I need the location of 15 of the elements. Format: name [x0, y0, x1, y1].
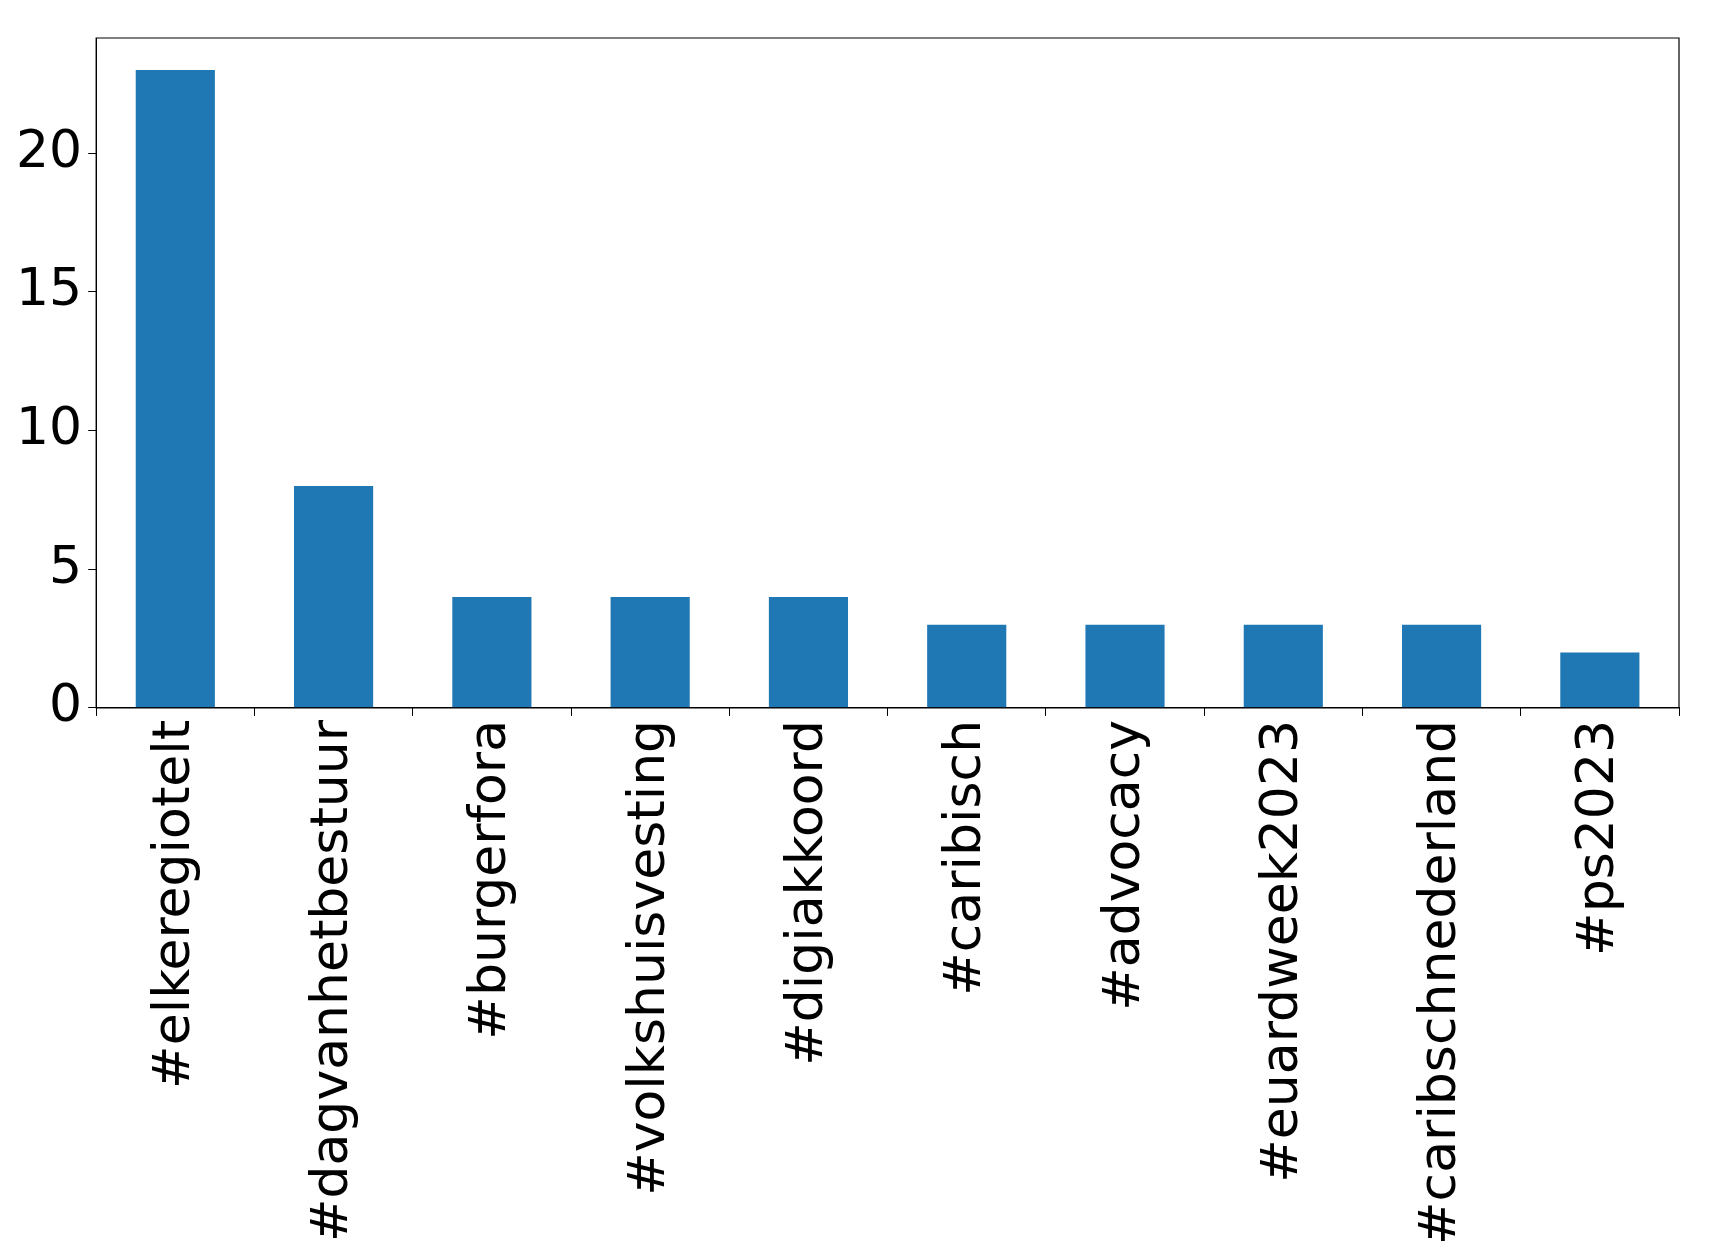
x-tick-label: #euardweek2023 — [1248, 719, 1309, 1183]
x-tick-label: #burgerfora — [457, 719, 518, 1040]
x-tick-label: #ps2023 — [1565, 719, 1626, 956]
y-tick-label: 20 — [16, 118, 83, 179]
x-tick-label: #elkeregiotelt — [140, 719, 201, 1089]
x-tick-label: #caribschnederland — [1407, 719, 1468, 1246]
y-tick-label: 0 — [49, 673, 83, 734]
y-tick-label: 10 — [16, 396, 83, 457]
x-tick-label: #digiakkoord — [773, 719, 834, 1066]
x-tick-label: #caribisch — [932, 719, 993, 996]
y-tick-label: 15 — [16, 257, 83, 318]
y-tick-label: 5 — [49, 534, 83, 595]
x-tick-label: #advocacy — [1090, 719, 1151, 1011]
x-tick-label: #dagvanhetbestuur — [299, 719, 360, 1243]
x-tick-label: #volkshuisvesting — [615, 719, 676, 1196]
